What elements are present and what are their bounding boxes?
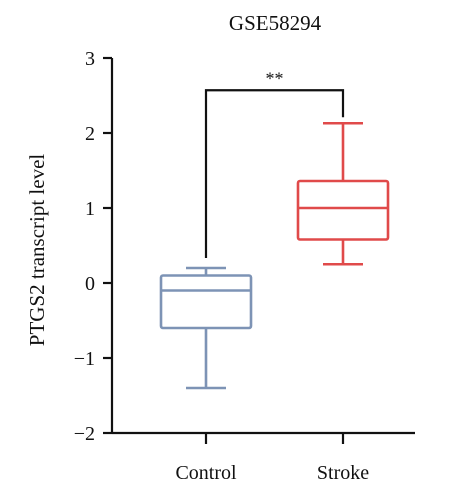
- box-control: [159, 266, 253, 390]
- significance-label: **: [266, 68, 284, 88]
- y-tick-label: −1: [74, 348, 95, 370]
- y-tick-label: −2: [74, 423, 95, 445]
- interquartile-box: [296, 179, 390, 241]
- y-tick-label: 3: [85, 48, 95, 70]
- box-stroke: [296, 121, 390, 266]
- axes: 3 2 1 0 −1 −2 Control Stroke: [74, 48, 415, 484]
- x-tick-label-control: Control: [175, 462, 237, 484]
- x-tick-label-stroke: Stroke: [317, 462, 369, 484]
- chart-title: GSE58294: [229, 11, 322, 35]
- y-tick-label: 1: [85, 198, 95, 220]
- y-tick-label: 0: [85, 273, 95, 295]
- interquartile-box: [159, 274, 253, 330]
- box-series: [159, 121, 390, 390]
- significance-annotation: **: [204, 68, 345, 258]
- significance-bracket: [204, 89, 345, 258]
- y-axis-label: PTGS2 transcript level: [25, 154, 49, 347]
- y-tick-label: 2: [85, 123, 95, 145]
